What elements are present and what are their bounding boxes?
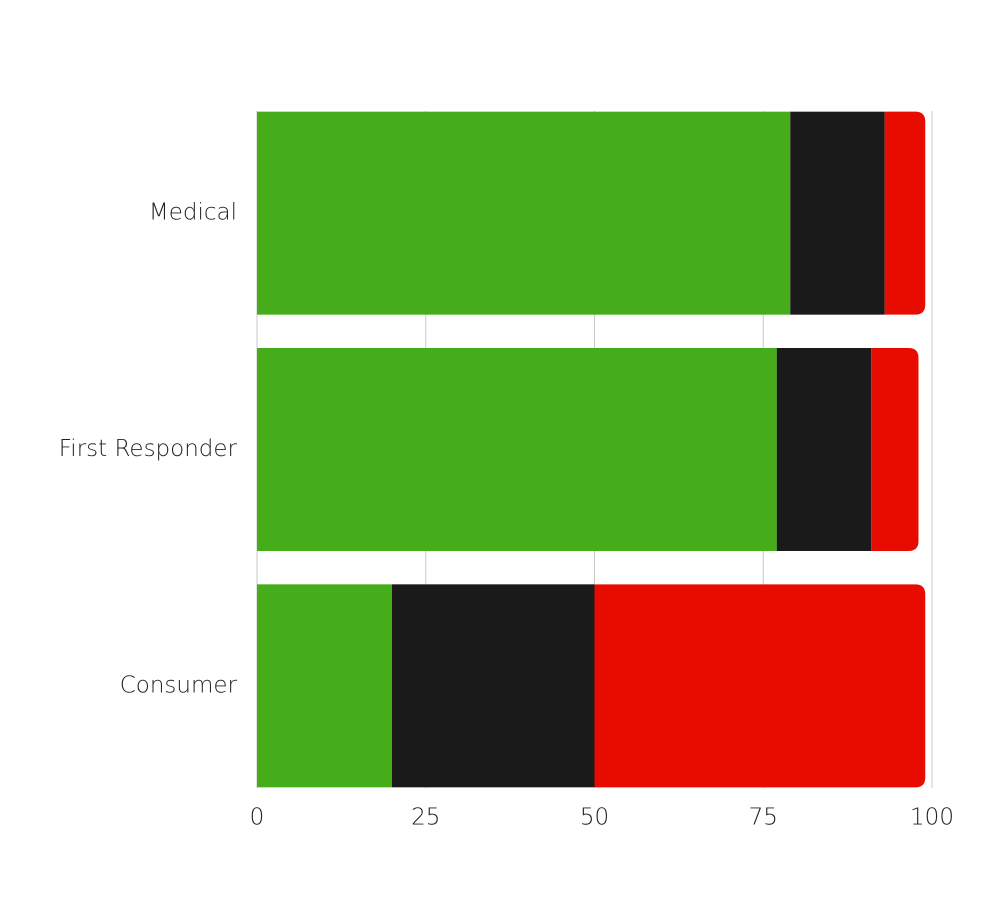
bar-segment: [257, 584, 392, 788]
x-tick-label: 25: [411, 805, 440, 831]
bar-segment: [257, 348, 777, 551]
x-tick-label: 0: [250, 805, 265, 831]
x-tick-label: 100: [910, 805, 954, 831]
y-tick-label: Consumer: [120, 672, 238, 698]
x-tick-label: 75: [749, 805, 778, 831]
y-tick-label: First Responder: [59, 436, 238, 462]
x-tick-label: 50: [580, 805, 609, 831]
bar-segment: [594, 584, 926, 788]
bar-segment: [776, 348, 872, 551]
bar-segment: [884, 111, 926, 315]
bar-segment: [257, 111, 791, 315]
bar-segment: [392, 584, 595, 788]
y-tick-label: Medical: [149, 200, 237, 226]
bar-segment: [790, 111, 885, 315]
bar-segment: [871, 348, 919, 551]
